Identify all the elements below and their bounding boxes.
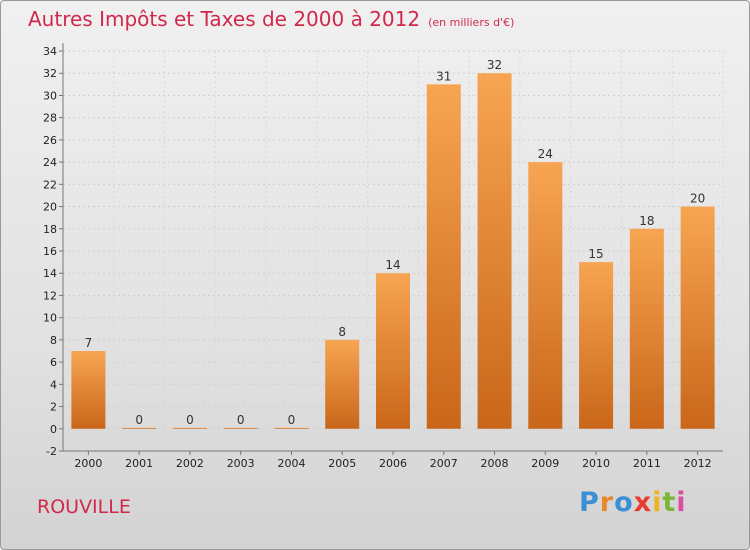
chart-title-block: Autres Impôts et Taxes de 2000 à 2012 (en… [28,7,514,31]
logo-letter: i [652,487,663,518]
data-label: 0 [237,413,245,427]
y-tick-label: 20 [43,201,57,214]
x-tick-label: 2012 [684,457,712,470]
bar [477,73,512,429]
logo-letter: x [633,487,653,518]
y-tick-label: 12 [43,289,57,302]
data-label: 32 [487,58,502,72]
x-tick-label: 2008 [481,457,509,470]
bar [579,262,614,429]
bar [122,427,157,429]
data-label: 0 [186,413,194,427]
data-label: 14 [385,258,400,272]
data-label: 31 [436,69,451,83]
bar [376,273,410,429]
y-tick-label: 26 [43,134,57,147]
bar [71,351,106,429]
logo-letter: t [662,487,677,518]
chart-subtitle: (en milliers d'€) [428,16,515,29]
y-tick-label: 28 [43,112,57,125]
bars [71,73,715,429]
bar [172,427,207,429]
y-tick-label: 4 [50,378,57,391]
y-tick-label: 24 [43,156,57,169]
y-tick-label: 10 [43,312,57,325]
x-tick-label: 2010 [582,457,610,470]
y-tick-label: 34 [43,45,57,58]
x-tick-label: 2006 [379,457,407,470]
bar [680,206,715,429]
data-label: 24 [538,147,553,161]
bar [629,228,664,429]
y-tick-label: 22 [43,178,57,191]
x-tick-label: 2009 [531,457,559,470]
data-label: 7 [85,336,93,350]
data-label: 0 [288,413,296,427]
x-tick-label: 2003 [227,457,255,470]
y-tick-label: 8 [50,334,57,347]
x-tick-label: 2004 [277,457,305,470]
logo-letter: o [614,487,634,518]
y-tick-label: 14 [43,267,57,280]
logo-letter: i [676,487,687,518]
bar [325,339,360,429]
y-tick-label: 30 [43,89,57,102]
y-tick-label: 16 [43,245,57,258]
y-tick-label: -2 [46,445,57,458]
x-tick-label: 2002 [176,457,204,470]
bar [426,84,461,429]
data-label: 8 [338,325,346,339]
data-label: 20 [690,192,705,206]
bar [274,427,309,429]
x-tick-label: 2007 [430,457,458,470]
logo-letter: r [599,487,615,518]
y-tick-label: 6 [50,356,57,369]
data-label: 18 [639,214,654,228]
y-tick-label: 0 [50,423,57,436]
commune-name: ROUVILLE [37,496,131,518]
x-tick-label: 2011 [633,457,661,470]
x-tick-label: 2001 [125,457,153,470]
y-tick-label: 32 [43,67,57,80]
y-tick-label: 2 [50,401,57,414]
bar [223,427,258,429]
x-tick-label: 2005 [328,457,356,470]
axes [59,43,723,455]
chart-title: Autres Impôts et Taxes de 2000 à 2012 [28,7,421,31]
proxiti-logo: Proxiti [579,487,687,518]
data-label: 15 [588,247,603,261]
x-tick-label: 2000 [74,457,102,470]
labels: -202468101214161820222426283032347200002… [43,45,712,470]
data-label: 0 [135,413,143,427]
y-tick-label: 18 [43,223,57,236]
logo-letter: P [579,487,600,518]
bar [528,162,563,429]
